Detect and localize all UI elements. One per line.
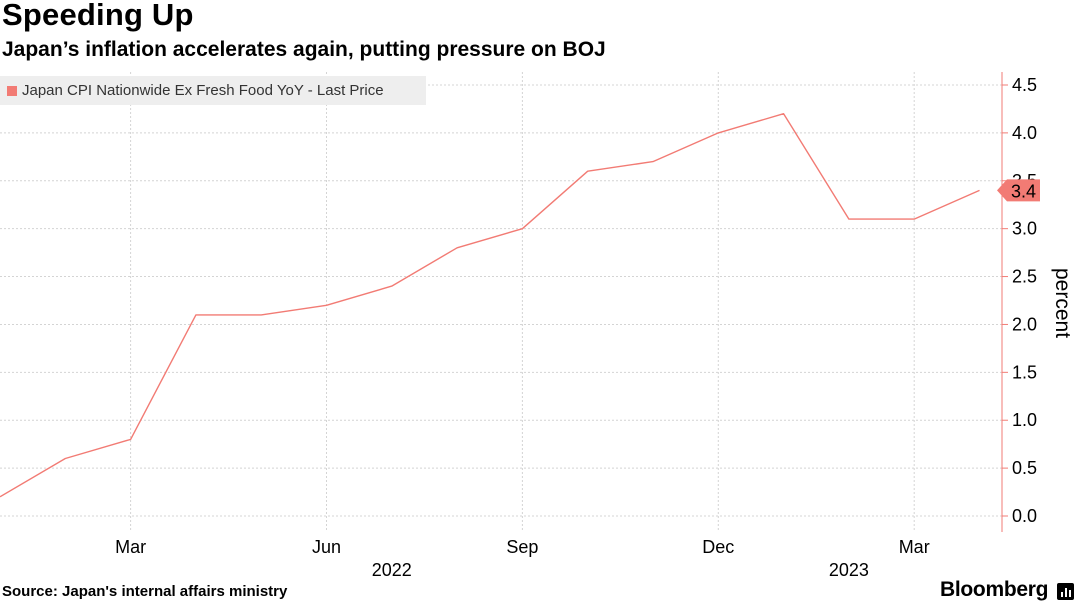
- y-tick-label: 2.5: [1012, 267, 1037, 287]
- x-tick-label: Jun: [312, 537, 341, 557]
- legend-swatch: [7, 86, 17, 96]
- x-year-label: 2023: [829, 560, 869, 580]
- brand-logo: Bloomberg: [940, 578, 1049, 601]
- legend-label: Japan CPI Nationwide Ex Fresh Food YoY -…: [22, 82, 384, 99]
- y-tick-label: 0.0: [1012, 506, 1037, 526]
- y-tick-label: 1.0: [1012, 410, 1037, 430]
- y-tick-label: 4.0: [1012, 123, 1037, 143]
- x-tick-label: Mar: [115, 537, 146, 557]
- y-tick-label: 2.0: [1012, 314, 1037, 334]
- y-tick-label: 4.5: [1012, 75, 1037, 95]
- last-value-label: 3.4: [1011, 181, 1036, 201]
- series-line: [0, 112, 980, 498]
- x-axis: Mar Jun Sep Dec Mar 2022 2023: [115, 537, 930, 580]
- chart-subtitle: Japan’s inflation accelerates again, put…: [2, 38, 606, 61]
- legend: Japan CPI Nationwide Ex Fresh Food YoY -…: [0, 76, 426, 105]
- series-layer: 3.4: [0, 112, 1040, 498]
- last-value-tag: [997, 179, 1040, 202]
- bloomberg-chart-icon: [1057, 583, 1074, 600]
- y-tick-label: 0.5: [1012, 458, 1037, 478]
- y-tick-label: 1.5: [1012, 362, 1037, 382]
- grid-lines: [0, 72, 1002, 532]
- x-tick-label: Mar: [899, 537, 930, 557]
- x-tick-label: Sep: [506, 537, 538, 557]
- chart-title: Speeding Up: [2, 0, 194, 32]
- x-year-label: 2022: [372, 560, 412, 580]
- y-tick-label: 3.0: [1012, 219, 1037, 239]
- y-axis: 0.00.51.01.52.02.53.03.54.04.5: [1001, 72, 1037, 532]
- y-axis-label: percent: [1051, 268, 1074, 338]
- source-note: Source: Japan's internal affairs ministr…: [2, 583, 288, 600]
- x-tick-label: Dec: [702, 537, 734, 557]
